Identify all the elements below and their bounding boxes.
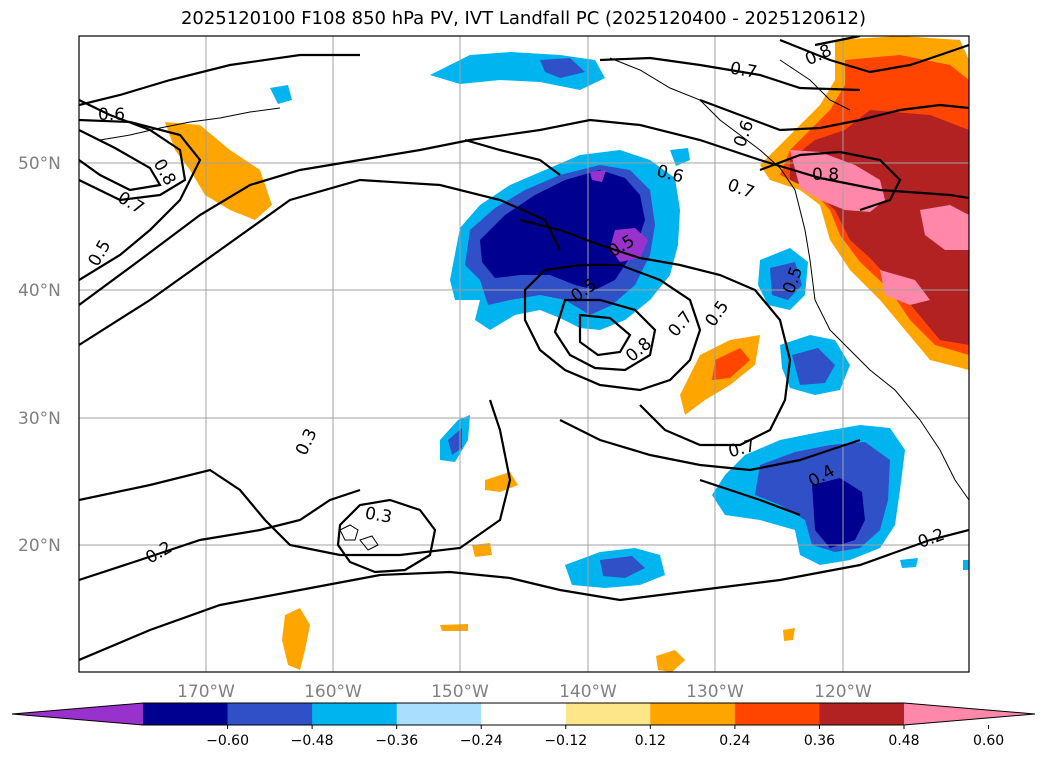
lat-label: 30°N (18, 409, 61, 429)
colorbar-tick-label: −0.24 (460, 733, 503, 749)
colorbar-tick-label: 0.60 (973, 733, 1004, 749)
warm-anomaly-region (880, 270, 930, 305)
colorbar-swatch (312, 703, 398, 725)
colorbar-swatch (396, 703, 482, 725)
lat-label: 40°N (18, 281, 61, 301)
lon-label: 150°W (431, 682, 489, 702)
contour-label: 0.3 (292, 426, 322, 459)
cold-anomaly-region (600, 556, 645, 578)
colorbar-extension-max (904, 703, 1035, 725)
warm-anomaly-patch (282, 608, 310, 670)
colorbar: −0.60 −0.48 −0.36 −0.24 −0.12 0.12 0.24 0.36 0.4… (11, 702, 1036, 749)
contour-label: 0.2 (142, 538, 175, 569)
warm-anomaly-patch (783, 628, 795, 641)
warm-anomaly-patch (485, 472, 518, 492)
contour-label: 0.5 (701, 297, 733, 331)
colorbar-tick-label: 0.36 (804, 733, 835, 749)
colorbar-extension-min (12, 703, 143, 725)
pv-contours (79, 36, 969, 662)
cold-anomaly-region (540, 58, 585, 78)
shading-layer (165, 36, 969, 672)
cold-anomaly-region (590, 170, 606, 182)
contour-label: 0.2 (915, 525, 947, 553)
lon-label: 120°W (814, 682, 872, 702)
lat-label: 50°N (18, 154, 61, 174)
lon-label: 130°W (686, 682, 744, 702)
map-plot-area (79, 36, 969, 672)
colorbar-tick-label: −0.36 (375, 733, 418, 749)
chart-title: 2025120100 F108 850 hPa PV, IVT Landfall… (180, 8, 867, 29)
contour-label: 0.7 (728, 58, 758, 82)
longitude-labels: 170°W 160°W 150°W 140°W 130°W 120°W (177, 682, 872, 702)
colorbar-swatch (650, 703, 736, 725)
warm-anomaly-patch (712, 348, 750, 380)
lon-label: 160°W (304, 682, 362, 702)
colorbar-tick-label: −0.60 (206, 733, 249, 749)
contour-label: 0.8 (149, 156, 180, 189)
lon-label: 170°W (177, 682, 235, 702)
map-frame (78, 35, 970, 673)
cold-anomaly-region (448, 428, 462, 455)
contour-label: 0.6 (98, 105, 125, 125)
warm-anomaly-patch (656, 650, 685, 672)
cold-anomaly-region (812, 478, 865, 548)
cold-anomaly-region (670, 148, 690, 166)
warm-anomaly-region (920, 205, 969, 250)
cold-anomaly-region (270, 85, 292, 104)
latitude-labels: 50°N 40°N 30°N 20°N (18, 154, 61, 556)
colorbar-tick-label: 0.12 (635, 733, 666, 749)
colorbar-tick-label: 0.48 (888, 733, 919, 749)
lon-label: 140°W (559, 682, 617, 702)
cold-anomaly-region (900, 558, 918, 568)
colorbar-outline (11, 702, 1036, 726)
colorbar-swatch (819, 703, 905, 725)
contour-label: 0.7 (725, 175, 757, 203)
warm-anomaly-patch (440, 624, 468, 631)
colorbar-swatch (734, 703, 820, 725)
colorbar-swatch (143, 703, 229, 725)
contour-label: 0.3 (363, 503, 393, 527)
colorbar-tick-label: −0.48 (291, 733, 334, 749)
coastlines (99, 57, 969, 551)
lat-label: 20°N (18, 536, 61, 556)
colorbar-swatch (227, 703, 313, 725)
cold-anomaly-region (963, 560, 969, 570)
colorbar-swatch (481, 703, 567, 725)
contour-label: 0.7 (114, 188, 147, 219)
contour-label: 0.5 (85, 237, 116, 270)
contour-label: 0.7 (664, 308, 697, 342)
colorbar-tick-label: 0.24 (719, 733, 750, 749)
colorbar-tick-label: −0.12 (544, 733, 587, 749)
cold-anomaly-region (792, 348, 835, 385)
warm-anomaly-patch (472, 543, 492, 557)
cold-anomaly-region (610, 228, 648, 262)
contour-label: 0.8 (802, 41, 835, 71)
contour-label: 0.8 (812, 165, 839, 185)
colorbar-swatch (565, 703, 651, 725)
warm-anomaly-patch (165, 122, 272, 220)
